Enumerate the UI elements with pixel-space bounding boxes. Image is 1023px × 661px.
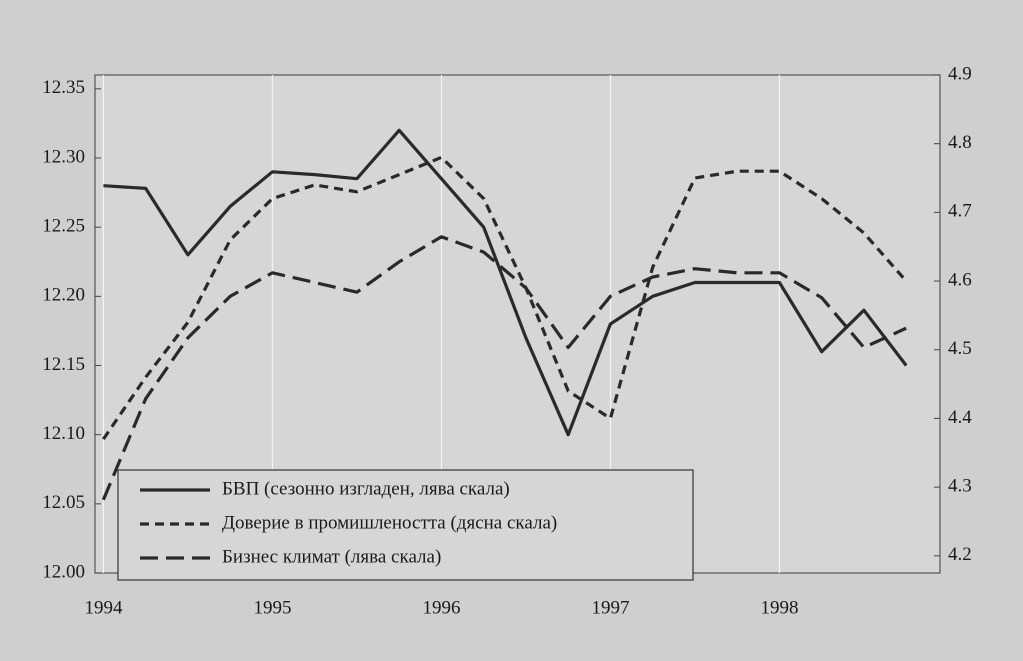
legend-label: БВП (сезонно изгладен, лява скала) xyxy=(222,478,510,499)
series-line xyxy=(102,155,908,441)
series-line xyxy=(101,235,907,501)
y2-tick-label: 4.9 xyxy=(948,63,972,84)
y-tick-label: 12.10 xyxy=(42,423,85,444)
y-tick-label: 12.35 xyxy=(42,77,85,98)
y-tick-label: 12.25 xyxy=(42,216,85,237)
y2-tick-label: 4.5 xyxy=(948,338,972,359)
x-tick-label: 1996 xyxy=(422,597,460,618)
y-tick-label: 12.05 xyxy=(42,492,85,513)
y2-tick-label: 4.2 xyxy=(948,544,972,565)
legend-label: Доверие в промишлеността (дясна скала) xyxy=(222,512,557,533)
y-tick-label: 12.00 xyxy=(42,561,85,582)
legend-box xyxy=(117,469,694,581)
x-tick-label: 1998 xyxy=(760,597,798,618)
x-tick-label: 1995 xyxy=(253,597,291,618)
y2-tick-label: 4.8 xyxy=(948,132,972,153)
x-tick-label: 1994 xyxy=(84,597,123,618)
series-line xyxy=(103,128,908,437)
y2-tick-label: 4.7 xyxy=(948,201,972,222)
y2-tick-label: 4.4 xyxy=(948,407,972,428)
y2-tick-label: 4.6 xyxy=(948,269,972,290)
y-tick-label: 12.15 xyxy=(42,354,85,375)
y-tick-label: 12.30 xyxy=(42,146,85,167)
y2-tick-label: 4.3 xyxy=(948,475,972,496)
x-tick-label: 1997 xyxy=(591,597,629,618)
legend: БВП (сезонно изгладен, лява скала) Довери… xyxy=(117,469,694,581)
legend-label: Бизнес климат (лява скала) xyxy=(222,546,441,567)
y-tick-label: 12.20 xyxy=(42,285,85,306)
